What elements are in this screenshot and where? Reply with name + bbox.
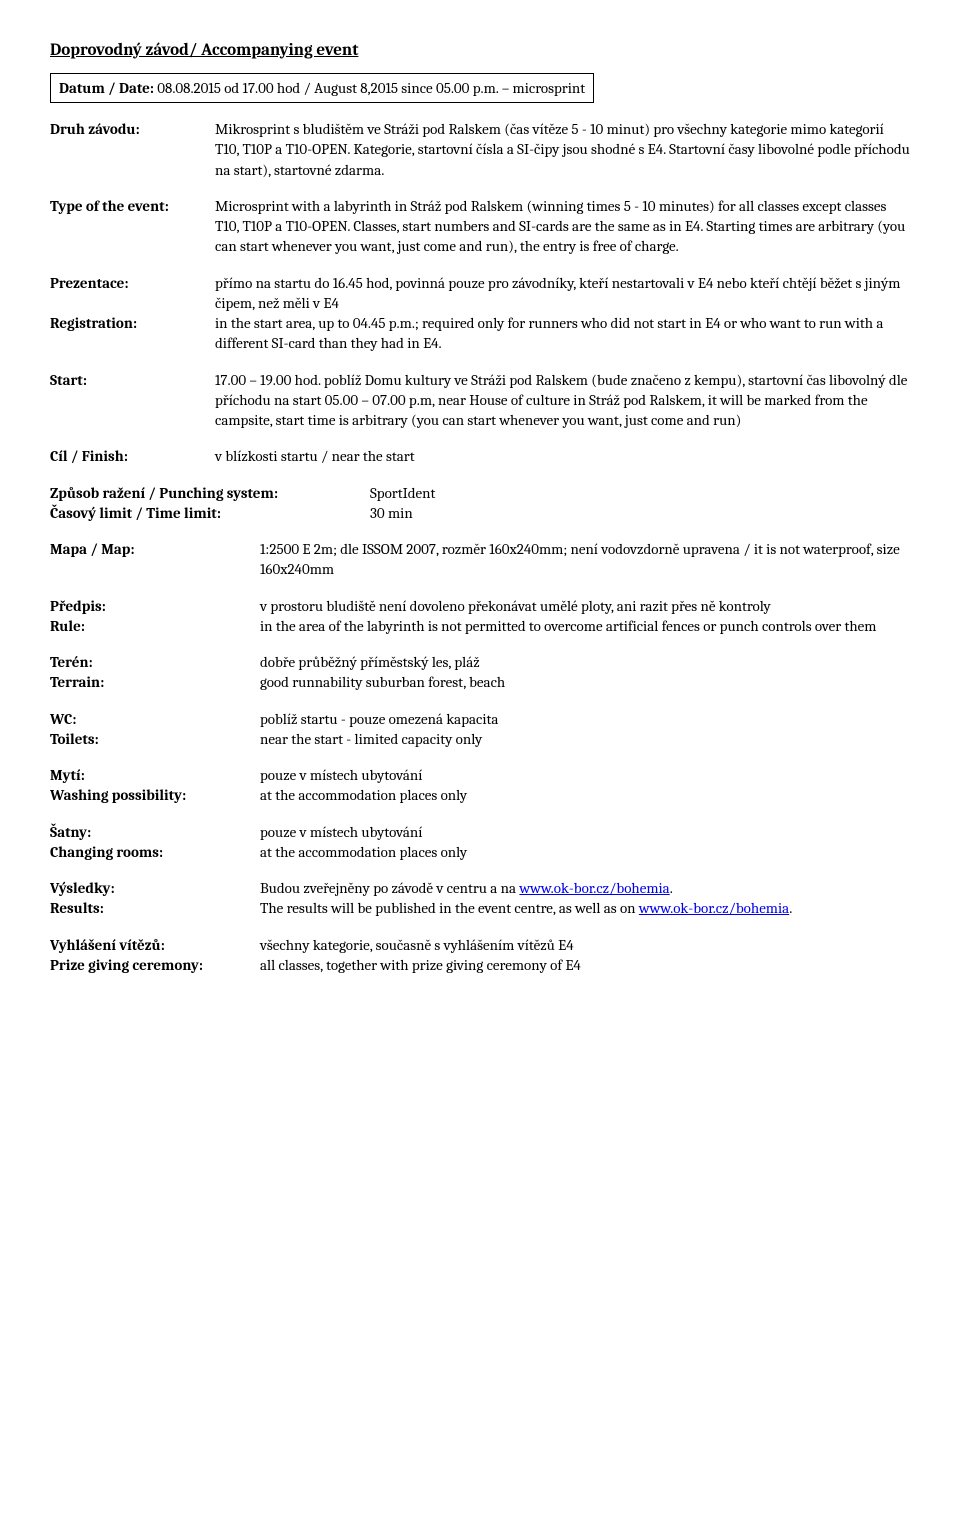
vysledky-pre: Budou zveřejněny po závodě v centru a na	[260, 879, 519, 897]
prez-text: přímo na startu do 16.45 hod, povinná po…	[215, 273, 910, 314]
cil-label: Cíl / Finish:	[50, 446, 215, 466]
terrain-text: good runnability suburban forest, beach	[260, 672, 910, 692]
wc-text: poblíž startu - pouze omezená kapacita	[260, 709, 910, 729]
type-text: Microsprint with a labyrinth in Stráž po…	[215, 196, 910, 257]
start-label: Start:	[50, 370, 215, 431]
wash-text: at the accommodation places only	[260, 785, 910, 805]
results-label: Results:	[50, 898, 260, 918]
wash-label: Washing possibility:	[50, 785, 260, 805]
cil-text: v blízkosti startu / near the start	[215, 446, 910, 466]
vysledky-post: .	[670, 879, 673, 897]
vysledky-link[interactable]: www.ok-bor.cz/bohemia	[519, 879, 669, 897]
myti-label: Mytí:	[50, 765, 260, 785]
vyhl-label: Vyhlášení vítězů:	[50, 935, 260, 955]
changing-label: Changing rooms:	[50, 842, 260, 862]
date-box: Datum / Date: 08.08.2015 od 17.00 hod / …	[50, 73, 594, 103]
prez-label: Prezentace:	[50, 273, 215, 314]
teren-label: Terén:	[50, 652, 260, 672]
druh-text: Mikrosprint s bludištěm ve Stráži pod Ra…	[215, 119, 910, 180]
satny-label: Šatny:	[50, 822, 260, 842]
reg-label: Registration:	[50, 313, 215, 354]
prize-label: Prize giving ceremony:	[50, 955, 260, 975]
date-label: Datum / Date:	[59, 79, 154, 97]
start-text: 17.00 – 19.00 hod. poblíž Domu kultury v…	[215, 370, 910, 431]
myti-text: pouze v místech ubytování	[260, 765, 910, 785]
reg-text: in the start area, up to 04.45 p.m.; req…	[215, 313, 910, 354]
vysledky-text: Budou zveřejněny po závodě v centru a na…	[260, 878, 910, 898]
results-pre: The results will be published in the eve…	[260, 899, 639, 917]
rule-label: Rule:	[50, 616, 260, 636]
druh-label: Druh závodu:	[50, 119, 215, 180]
vyhl-text: všechny kategorie, současně s vyhlášením…	[260, 935, 910, 955]
teren-text: dobře průběžný příměstský les, pláž	[260, 652, 910, 672]
time-label: Časový limit / Time limit:	[50, 503, 370, 523]
time-val: 30 min	[370, 503, 413, 523]
punch-label: Způsob ražení / Punching system:	[50, 483, 370, 503]
type-label: Type of the event:	[50, 196, 215, 257]
toilets-label: Toilets:	[50, 729, 260, 749]
terrain-label: Terrain:	[50, 672, 260, 692]
predpis-label: Předpis:	[50, 596, 260, 616]
results-link[interactable]: www.ok-bor.cz/bohemia	[639, 899, 789, 917]
results-text: The results will be published in the eve…	[260, 898, 910, 918]
punch-val: SportIdent	[370, 483, 435, 503]
vysledky-label: Výsledky:	[50, 878, 260, 898]
wc-label: WC:	[50, 709, 260, 729]
mapa-label: Mapa / Map:	[50, 539, 260, 580]
date-value: 08.08.2015 od 17.00 hod / August 8,2015 …	[157, 79, 585, 97]
page-title: Doprovodný závod/ Accompanying event	[50, 40, 910, 63]
rule-text: in the area of the labyrinth is not perm…	[260, 616, 910, 636]
results-post: .	[789, 899, 792, 917]
satny-text: pouze v místech ubytování	[260, 822, 910, 842]
mapa-text: 1:2500 E 2m; dle ISSOM 2007, rozměr 160x…	[260, 539, 910, 580]
changing-text: at the accommodation places only	[260, 842, 910, 862]
toilets-text: near the start - limited capacity only	[260, 729, 910, 749]
predpis-text: v prostoru bludiště není dovoleno překon…	[260, 596, 910, 616]
prize-text: all classes, together with prize giving …	[260, 955, 910, 975]
